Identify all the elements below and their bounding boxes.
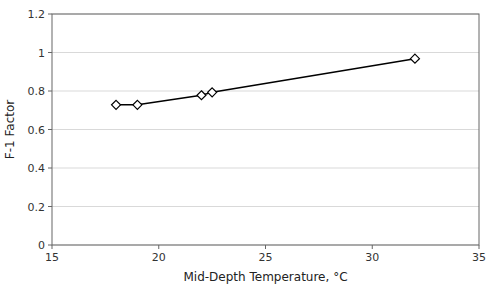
data-point: [208, 88, 217, 97]
y-tick-label: 0: [38, 239, 45, 252]
y-tick: [48, 129, 52, 130]
x-tick-label: 15: [45, 251, 59, 264]
data-point: [112, 100, 121, 109]
grid-line: [52, 206, 479, 207]
y-tick-label: 1.2: [28, 8, 46, 21]
x-tick: [158, 245, 159, 249]
x-tick: [265, 245, 266, 249]
chart: 15 20 25 30 35 0 0.2 0.4 0.6 0.8 1 1.2 Mid-Depth Tem…: [0, 0, 493, 289]
data-point: [410, 54, 419, 63]
y-tick: [48, 168, 52, 169]
y-tick: [48, 245, 52, 246]
x-axis-label: Mid-Depth Temperature, °C: [183, 270, 347, 284]
data-point: [197, 91, 206, 100]
grid-line: [52, 168, 479, 169]
y-tick: [48, 14, 52, 15]
x-tick-label: 35: [472, 251, 486, 264]
y-tick-label: 0.8: [28, 85, 46, 98]
y-tick-label: 0.6: [28, 124, 46, 137]
y-tick-label: 0.4: [28, 162, 46, 175]
x-tick: [479, 245, 480, 249]
x-tick: [52, 245, 53, 249]
y-tick: [48, 91, 52, 92]
chart-container: 15 20 25 30 35 0 0.2 0.4 0.6 0.8 1 1.2 Mid-Depth Tem…: [0, 0, 493, 289]
x-tick: [372, 245, 373, 249]
grid-line: [52, 52, 479, 53]
grid-line: [52, 91, 479, 92]
grid: [52, 14, 479, 245]
x-tick-label: 25: [259, 251, 273, 264]
grid-line: [52, 129, 479, 130]
y-tick-label: 1: [38, 47, 45, 60]
y-axis-label: F-1 Factor: [3, 100, 17, 159]
plot-frame: [52, 14, 479, 245]
data-point: [133, 100, 142, 109]
data-line: [116, 59, 415, 105]
x-tick-label: 20: [152, 251, 166, 264]
data: [112, 54, 420, 109]
y-tick: [48, 52, 52, 53]
axes: 15 20 25 30 35 0 0.2 0.4 0.6 0.8 1 1.2: [28, 8, 487, 264]
x-tick-label: 30: [365, 251, 379, 264]
y-tick-label: 0.2: [28, 201, 46, 214]
y-tick: [48, 206, 52, 207]
